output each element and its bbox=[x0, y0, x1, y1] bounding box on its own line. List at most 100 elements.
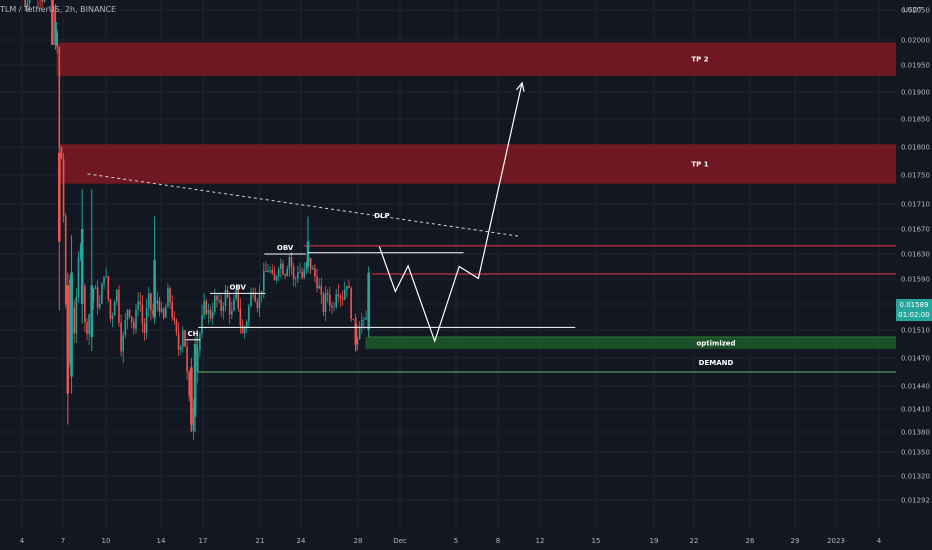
x-axis-tick-label: 26 bbox=[746, 537, 755, 545]
candle-body bbox=[26, 3, 29, 7]
candle-body bbox=[322, 294, 325, 312]
x-axis-tick-label: Dec bbox=[393, 537, 407, 545]
candle-body bbox=[339, 295, 342, 298]
candle-body bbox=[122, 335, 125, 352]
candle-body bbox=[320, 285, 323, 295]
projection-arrowhead bbox=[515, 81, 525, 92]
candle-body bbox=[211, 312, 214, 319]
y-axis-tick-label: 0.01800 bbox=[901, 144, 930, 152]
y-axis-tick-label: 0.01900 bbox=[901, 89, 930, 97]
candle-body bbox=[288, 257, 291, 269]
candle-body bbox=[56, 32, 58, 48]
candle-body bbox=[135, 309, 137, 329]
candle-body bbox=[358, 326, 361, 340]
candle-body bbox=[179, 346, 182, 350]
candle-body bbox=[124, 319, 127, 336]
candle-body bbox=[54, 10, 56, 33]
x-axis-tick-label: 4 bbox=[20, 537, 25, 545]
candle-body bbox=[363, 319, 365, 321]
candle-body bbox=[66, 285, 70, 394]
candle-body bbox=[224, 290, 227, 307]
candle-body bbox=[203, 300, 205, 315]
candle-body bbox=[147, 293, 150, 309]
candle-body bbox=[305, 262, 308, 270]
zone-label-tp-2: TP 2 bbox=[691, 56, 708, 64]
candle-body bbox=[271, 270, 274, 274]
candle-body bbox=[220, 300, 222, 311]
candle-body bbox=[28, 0, 31, 4]
candle-body bbox=[248, 306, 250, 322]
candle-body bbox=[233, 298, 235, 311]
y-axis-tick-label: 0.01320 bbox=[901, 473, 930, 481]
candle-body bbox=[186, 346, 188, 372]
candle-body bbox=[118, 289, 120, 323]
candle-body bbox=[190, 367, 193, 425]
candle-body bbox=[365, 317, 367, 320]
candle-body bbox=[367, 272, 370, 330]
candle-body bbox=[286, 268, 289, 276]
annotation-label-obv: OBV bbox=[229, 283, 246, 291]
y-axis-tick-label: 0.01670 bbox=[901, 226, 930, 234]
y-axis-tick-label: 0.01950 bbox=[901, 62, 930, 70]
candle-body bbox=[277, 268, 280, 277]
x-axis-tick-label: 28 bbox=[354, 537, 363, 545]
x-axis-tick-label: 17 bbox=[199, 537, 208, 545]
candle-body bbox=[294, 278, 297, 280]
candle-body bbox=[98, 303, 101, 308]
candle-body bbox=[111, 315, 114, 319]
currency-label: USDT bbox=[903, 6, 923, 14]
x-axis-tick-label: 8 bbox=[496, 537, 500, 545]
candle-body bbox=[326, 292, 329, 295]
candle-body bbox=[265, 270, 267, 272]
candle-body bbox=[299, 271, 301, 273]
symbol-title: TLM / TetherUS, 2h, BINANCE bbox=[0, 5, 117, 14]
candle-body bbox=[356, 339, 359, 345]
dlp-trendline bbox=[87, 173, 522, 237]
candle-body bbox=[177, 331, 180, 350]
candle-body bbox=[171, 302, 173, 318]
candle-body bbox=[69, 279, 71, 363]
candle-body bbox=[162, 308, 165, 318]
candle-body bbox=[284, 274, 286, 276]
y-axis-tick-label: 0.01630 bbox=[901, 251, 930, 259]
candle-body bbox=[156, 300, 159, 304]
x-axis-tick-label: 4 bbox=[877, 537, 882, 545]
candle-body bbox=[205, 300, 208, 314]
candle-body bbox=[192, 407, 195, 431]
zone-tp-1 bbox=[58, 144, 896, 184]
y-axis-tick-label: 0.01750 bbox=[901, 172, 930, 180]
candle-body bbox=[262, 270, 265, 292]
y-axis-tick-label: 0.01850 bbox=[901, 116, 930, 124]
candle-body bbox=[207, 309, 210, 314]
candle-body bbox=[282, 263, 284, 275]
y-axis-tick-label: 0.02050 bbox=[901, 7, 930, 15]
y-axis-tick-label: 0.01710 bbox=[901, 201, 930, 209]
candle-body bbox=[116, 289, 118, 302]
y-axis-tick-label: 0.02000 bbox=[901, 37, 930, 45]
candle-body bbox=[350, 287, 352, 320]
candle-body bbox=[337, 294, 340, 296]
candle-body bbox=[80, 229, 84, 304]
y-axis-tick-label: 0.01410 bbox=[901, 406, 930, 414]
x-axis-tick-label: 21 bbox=[256, 537, 265, 545]
candle-body bbox=[182, 330, 184, 347]
candle-body bbox=[360, 319, 363, 327]
y-axis-tick-label: 0.01350 bbox=[901, 449, 930, 457]
candle-body bbox=[267, 270, 269, 272]
candle-body bbox=[329, 294, 331, 306]
last-price-badge: 0.01589 01:02:00 bbox=[896, 299, 932, 321]
candle-body bbox=[354, 323, 358, 344]
candle-body bbox=[79, 246, 82, 258]
candle-body bbox=[130, 316, 133, 322]
candle-body bbox=[352, 319, 355, 320]
candle-body bbox=[165, 306, 167, 318]
candle-body bbox=[280, 263, 282, 269]
candle-body bbox=[218, 300, 220, 301]
candle-body bbox=[228, 297, 231, 315]
candle-body bbox=[160, 308, 163, 312]
candle-body bbox=[193, 344, 197, 417]
x-axis-tick-label: 12 bbox=[536, 537, 545, 545]
candle-body bbox=[139, 301, 142, 305]
